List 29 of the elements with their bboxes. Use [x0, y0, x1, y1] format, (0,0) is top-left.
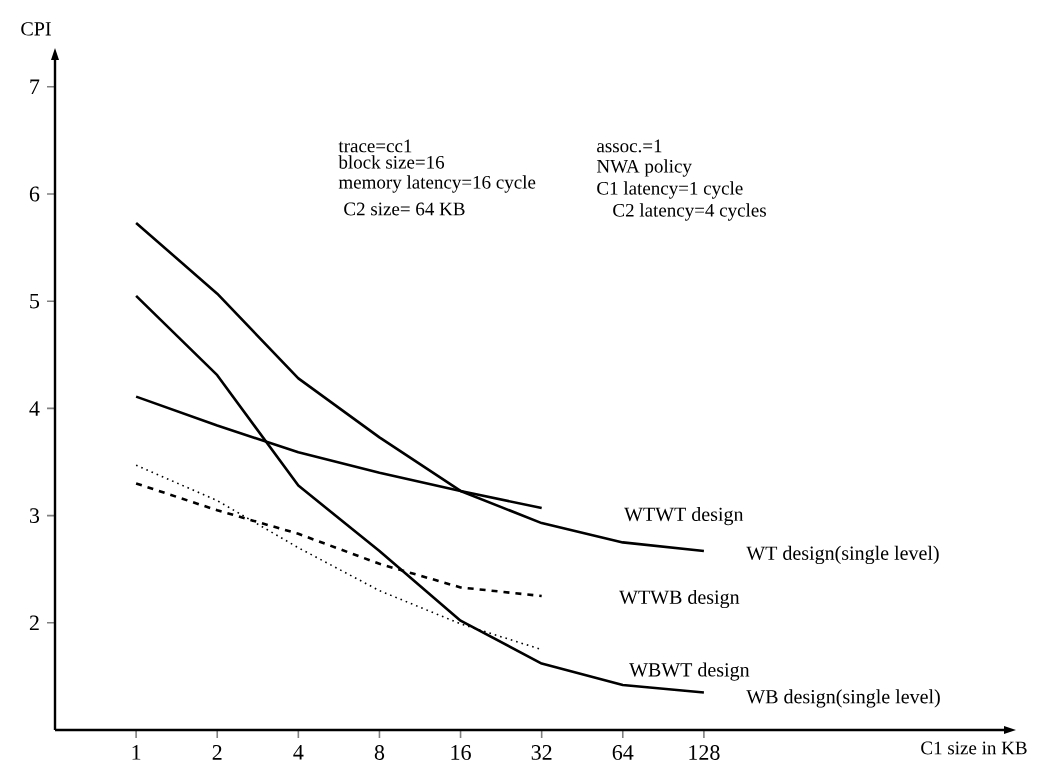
- x-tick-label: 16: [451, 745, 471, 760]
- text: WBWT design: [629, 662, 750, 681]
- annotation: C2 latency=4 cycles: [613, 203, 766, 221]
- y-tick-label: 6: [29, 186, 40, 202]
- annotation: assoc.=1: [597, 139, 662, 153]
- text: WB design(single level): [746, 689, 940, 708]
- y-tick-label: 5: [30, 293, 40, 309]
- annotation: trace=cc1: [338, 139, 412, 153]
- annotation: NWA policy: [596, 159, 692, 177]
- x-tick-label: 32: [531, 745, 552, 760]
- x-tick-label: 64: [612, 745, 634, 760]
- x-tick-label: 8: [374, 745, 385, 760]
- y-tick-label: 4: [29, 401, 40, 416]
- text: WT design(single level): [746, 545, 939, 565]
- annotation: C2 size= 64 KB: [344, 202, 465, 216]
- x-tick-label: 4: [293, 745, 304, 760]
- x-tick-label: 128: [689, 745, 720, 760]
- y-tick-label: 3: [30, 508, 40, 523]
- y-axis-title: CPI: [21, 22, 51, 36]
- y-tick-label: 2: [29, 615, 39, 631]
- y-tick-label: 7: [30, 79, 40, 94]
- annotation: memory latency=16 cycle: [338, 175, 536, 193]
- annotation: block size=16: [338, 155, 445, 169]
- x-tick-label: 2: [212, 745, 222, 760]
- x-tick-label: 1: [132, 745, 141, 760]
- text: WTWT design: [624, 506, 744, 526]
- text: C1 size in KB: [921, 741, 1027, 755]
- annotation: C1 latency=1 cycle: [597, 181, 743, 199]
- text: WTWB design: [619, 589, 740, 609]
